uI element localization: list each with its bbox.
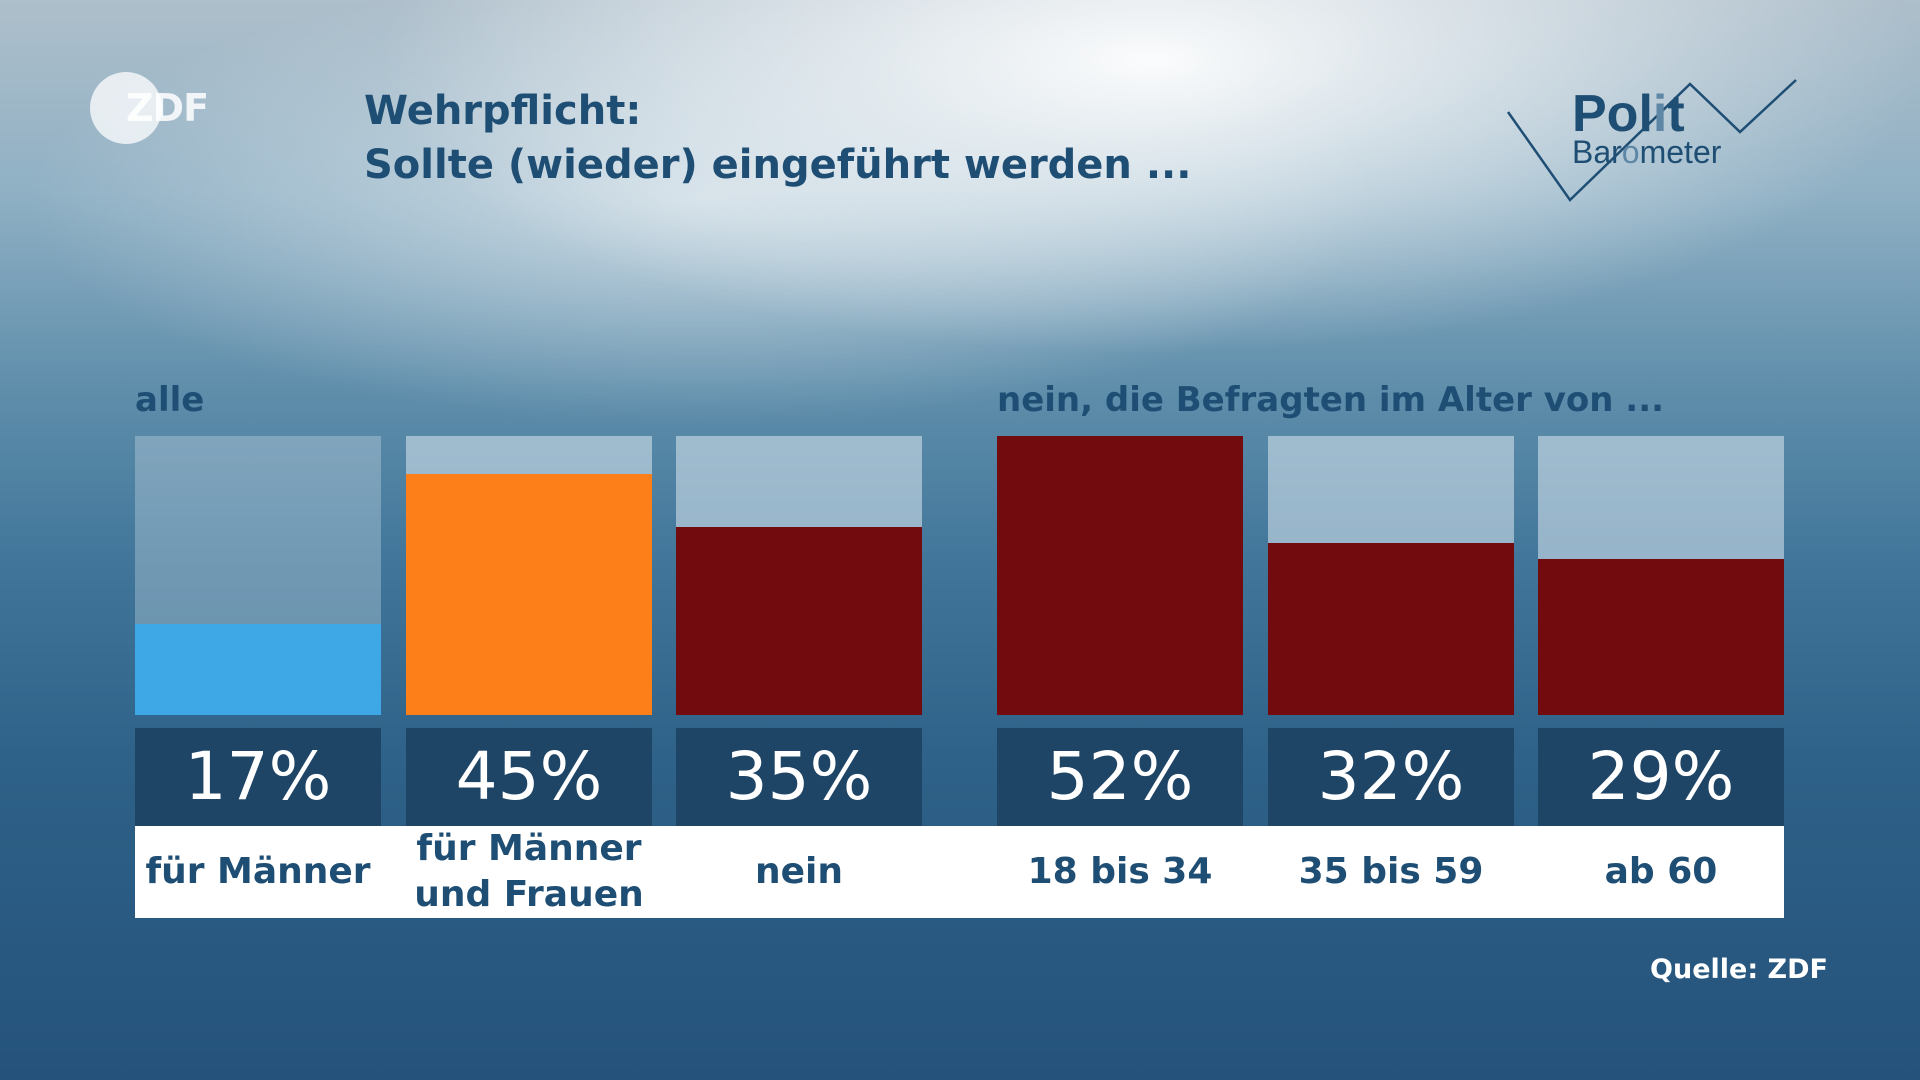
bar: [676, 527, 922, 715]
bar-slot: [997, 436, 1243, 715]
value-label: 52%: [997, 728, 1243, 826]
category-label: für Männer und Frauen: [414, 828, 644, 915]
group-label-all: alle: [135, 380, 205, 420]
bar-slot: [1538, 436, 1784, 715]
bar: [406, 474, 652, 715]
politbarometer-logo: Polit Barometer: [1500, 72, 1800, 212]
value-label: 17%: [135, 728, 381, 826]
politbarometer-word-barometer: Barometer: [1572, 134, 1722, 170]
category-label: für Männer: [145, 851, 371, 892]
zdf-logo: ZDF: [90, 72, 209, 144]
group-label-age: nein, die Befragten im Alter von ...: [997, 380, 1665, 420]
zdf-logo-text: ZDF: [126, 86, 209, 130]
bar-slot: [1268, 436, 1514, 715]
category-label: 35 bis 59: [1298, 851, 1484, 892]
politbarometer-zigzag: [1506, 79, 1797, 202]
bar: [1268, 543, 1514, 715]
chart-subtitle: Sollte (wieder) eingeführt werden ...: [364, 142, 1192, 188]
chart-title: Wehrpflicht:: [364, 88, 642, 134]
value-label: 35%: [676, 728, 922, 826]
bar-slot: [406, 436, 652, 715]
politbarometer-word-polit: Polit: [1572, 85, 1685, 143]
category-strip: [135, 826, 1784, 918]
bar-slot: [135, 436, 381, 715]
bar: [135, 624, 381, 715]
bar: [1538, 559, 1784, 715]
zdf-logo-circle: [90, 72, 162, 144]
bar: [997, 436, 1243, 715]
bar-slot: [676, 436, 922, 715]
value-label: 32%: [1268, 728, 1514, 826]
value-label: 29%: [1538, 728, 1784, 826]
source-note: Quelle: ZDF: [1650, 954, 1828, 985]
category-label: nein: [754, 851, 843, 892]
category-label: ab 60: [1604, 851, 1718, 892]
value-label: 45%: [406, 728, 652, 826]
chart-title-block: Wehrpflicht: Sollte (wieder) eingeführt …: [364, 84, 1191, 192]
category-label: 18 bis 34: [1027, 851, 1213, 892]
